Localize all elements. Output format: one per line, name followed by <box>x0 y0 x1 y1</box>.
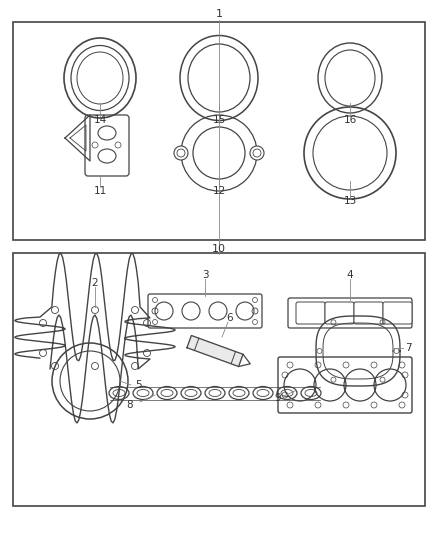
Text: 14: 14 <box>93 115 106 125</box>
Text: 9: 9 <box>275 393 281 403</box>
Text: 7: 7 <box>405 343 411 353</box>
Polygon shape <box>187 335 243 367</box>
FancyBboxPatch shape <box>325 302 354 324</box>
Text: 2: 2 <box>92 278 98 288</box>
Text: 11: 11 <box>93 186 106 196</box>
Text: 1: 1 <box>215 9 223 19</box>
Text: 13: 13 <box>343 196 357 206</box>
Text: 16: 16 <box>343 115 357 125</box>
FancyBboxPatch shape <box>383 302 412 324</box>
Bar <box>13 22 425 240</box>
Text: 15: 15 <box>212 115 226 125</box>
Text: 4: 4 <box>347 270 353 280</box>
Bar <box>13 253 425 506</box>
FancyBboxPatch shape <box>354 302 383 324</box>
Circle shape <box>174 146 188 160</box>
Text: 3: 3 <box>201 270 208 280</box>
Text: 8: 8 <box>127 400 133 410</box>
FancyBboxPatch shape <box>296 302 325 324</box>
Text: 5: 5 <box>135 380 141 390</box>
Text: 10: 10 <box>212 244 226 254</box>
Circle shape <box>250 146 264 160</box>
Text: 12: 12 <box>212 186 226 196</box>
Text: 6: 6 <box>227 313 233 323</box>
